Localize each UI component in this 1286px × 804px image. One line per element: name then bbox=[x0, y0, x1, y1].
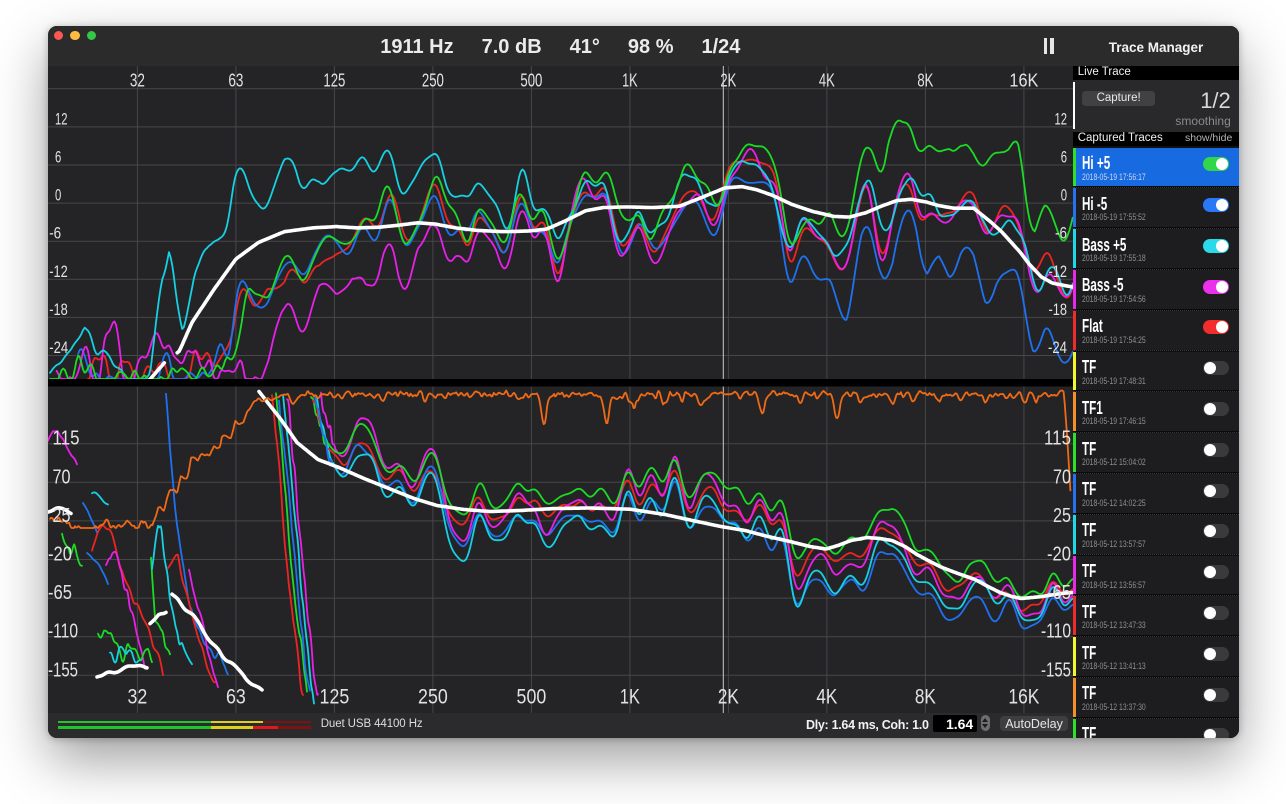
svg-text:8K: 8K bbox=[917, 70, 933, 90]
svg-text:2K: 2K bbox=[720, 70, 736, 90]
svg-text:-110: -110 bbox=[1041, 620, 1071, 642]
svg-text:115: 115 bbox=[53, 427, 80, 449]
svg-text:63: 63 bbox=[226, 684, 246, 708]
svg-text:32: 32 bbox=[128, 684, 148, 708]
svg-text:-6: -6 bbox=[1055, 224, 1067, 242]
svg-text:63: 63 bbox=[228, 70, 243, 90]
svg-text:125: 125 bbox=[320, 684, 350, 708]
svg-text:-20: -20 bbox=[1047, 543, 1071, 565]
svg-text:-20: -20 bbox=[48, 543, 72, 565]
svg-text:115: 115 bbox=[1044, 427, 1071, 449]
svg-text:250: 250 bbox=[422, 70, 444, 90]
svg-text:1K: 1K bbox=[620, 684, 640, 708]
svg-text:-18: -18 bbox=[1049, 300, 1068, 318]
svg-text:-24: -24 bbox=[1048, 339, 1067, 357]
svg-text:500: 500 bbox=[517, 684, 547, 708]
svg-text:4K: 4K bbox=[819, 70, 835, 90]
svg-text:-155: -155 bbox=[1041, 659, 1071, 681]
svg-text:6: 6 bbox=[1061, 148, 1067, 166]
svg-text:25: 25 bbox=[1053, 504, 1071, 526]
svg-text:4K: 4K bbox=[816, 684, 838, 708]
svg-text:32: 32 bbox=[130, 70, 145, 90]
svg-text:16K: 16K bbox=[1008, 684, 1040, 708]
svg-text:-6: -6 bbox=[49, 224, 61, 242]
svg-text:12: 12 bbox=[55, 110, 68, 128]
svg-text:70: 70 bbox=[53, 466, 71, 488]
svg-text:0: 0 bbox=[55, 186, 61, 204]
svg-text:-12: -12 bbox=[1049, 262, 1068, 280]
svg-text:12: 12 bbox=[1055, 110, 1068, 128]
svg-text:0: 0 bbox=[1061, 186, 1067, 204]
svg-text:-24: -24 bbox=[49, 339, 68, 357]
svg-text:25: 25 bbox=[53, 504, 71, 526]
svg-text:-110: -110 bbox=[48, 620, 78, 642]
svg-text:16K: 16K bbox=[1009, 70, 1038, 90]
svg-text:6: 6 bbox=[55, 148, 61, 166]
svg-text:250: 250 bbox=[418, 684, 448, 708]
svg-text:-65: -65 bbox=[48, 582, 72, 604]
svg-text:-155: -155 bbox=[48, 659, 78, 681]
svg-text:500: 500 bbox=[520, 70, 542, 90]
svg-text:70: 70 bbox=[1053, 466, 1071, 488]
svg-text:1K: 1K bbox=[622, 70, 638, 90]
svg-text:-65: -65 bbox=[1047, 582, 1071, 604]
svg-text:125: 125 bbox=[323, 70, 345, 90]
svg-text:8K: 8K bbox=[915, 684, 937, 708]
svg-text:2K: 2K bbox=[718, 684, 740, 708]
svg-text:-18: -18 bbox=[49, 300, 67, 318]
svg-text:-12: -12 bbox=[49, 262, 67, 280]
